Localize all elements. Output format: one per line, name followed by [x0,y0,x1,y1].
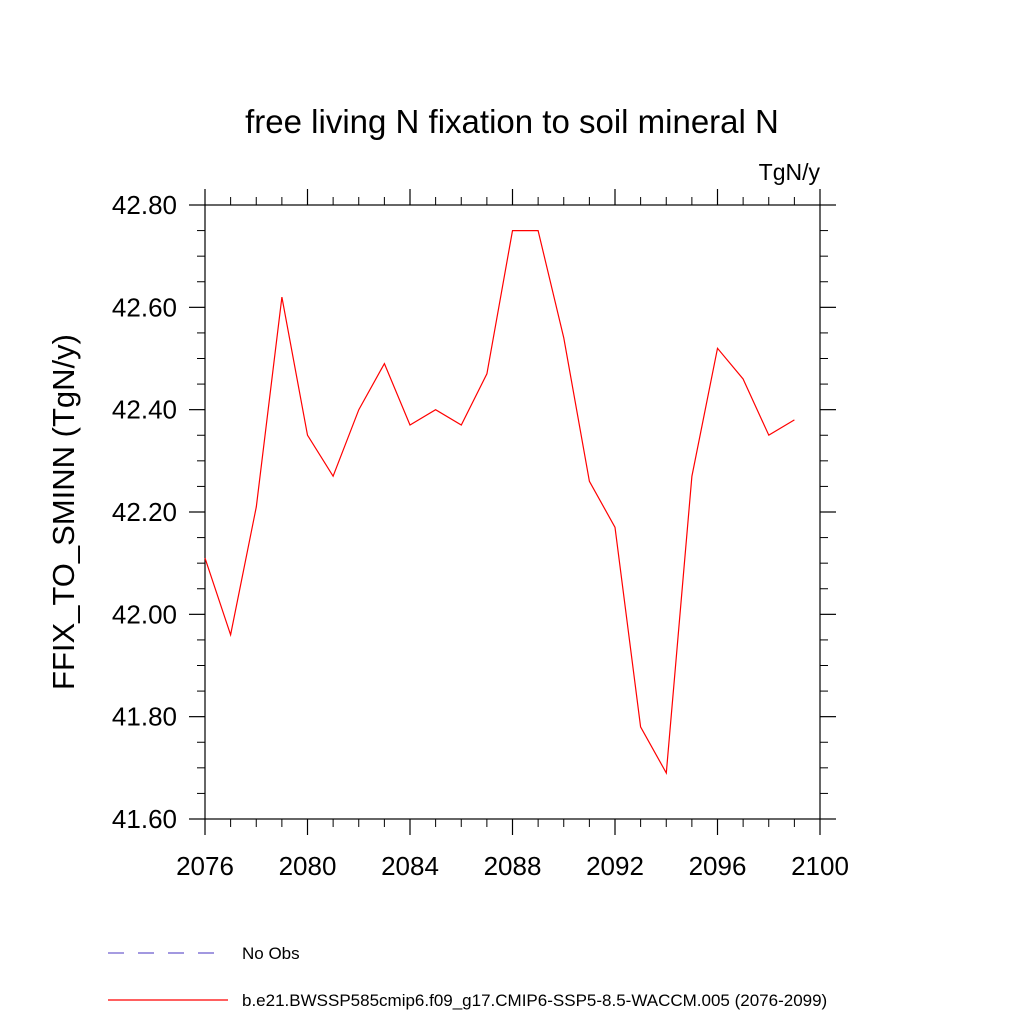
series-line [204,230,795,776]
units-label: TgN/y [759,159,821,185]
chart-title: free living N fixation to soil mineral N [245,103,779,140]
y-tick-label: 42.80 [112,190,177,220]
legend-label: b.e21.BWSSP585cmip6.f09_g17.CMIP6-SSP5-8… [242,991,827,1010]
y-tick-label: 41.60 [112,804,177,834]
x-tick-label: 2076 [176,851,234,881]
x-tick-label: 2088 [484,851,542,881]
y-tick-label: 42.20 [112,497,177,527]
y-axis-label: FFIX_TO_SMINN (TgN/y) [46,334,81,690]
y-tick-label: 42.60 [112,292,177,322]
x-tick-label: 2080 [279,851,337,881]
series-layer [204,230,795,776]
y-tick-label: 42.40 [112,395,177,425]
plot-frame [204,204,821,820]
x-tick-label: 2084 [381,851,439,881]
legend: No Obs b.e21.BWSSP585cmip6.f09_g17.CMIP6-… [108,944,827,1010]
x-tick-label: 2096 [689,851,747,881]
x-tick-label: 2100 [791,851,849,881]
legend-label: No Obs [242,944,300,963]
y-tick-label: 41.80 [112,702,177,732]
x-tick-label: 2092 [586,851,644,881]
axis-ticks: 2076 2080 2084 2088 2092 2096 2100 41.60 41.80 42… [112,189,849,881]
y-tick-label: 42.00 [112,599,177,629]
